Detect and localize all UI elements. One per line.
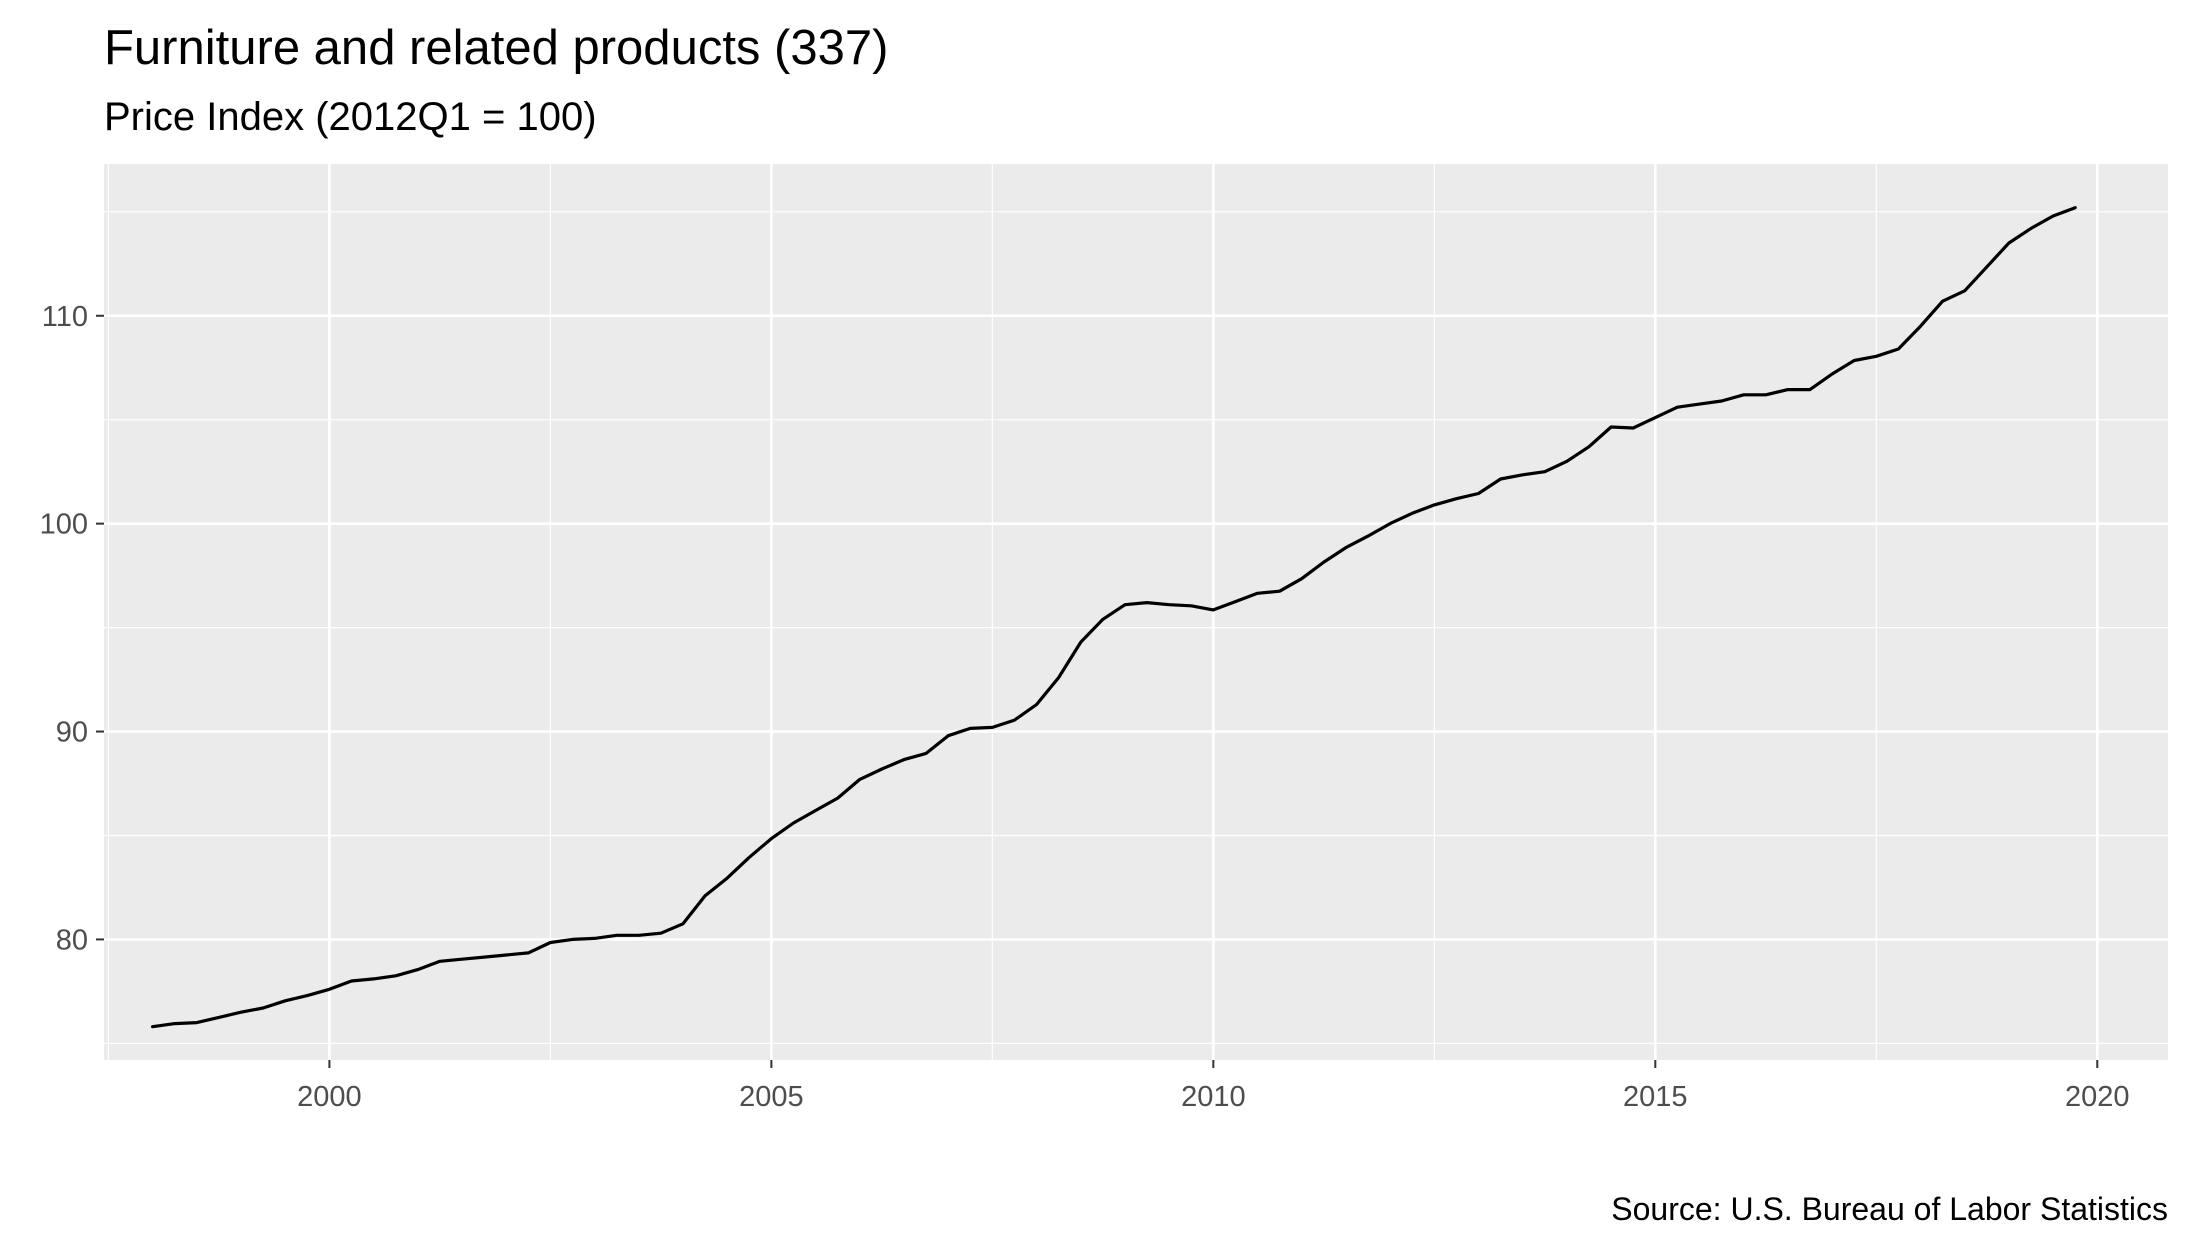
x-tick-label: 2015 xyxy=(1623,1081,1688,1113)
series-layer xyxy=(151,206,2077,1029)
chart-caption: Source: U.S. Bureau of Labor Statistics xyxy=(1611,1191,2168,1227)
x-tick-label: 2020 xyxy=(2065,1081,2130,1113)
major-gridlines xyxy=(104,164,2168,1060)
y-tick-label: 110 xyxy=(42,301,88,333)
y-tick-label: 80 xyxy=(56,924,88,956)
x-tick-label: 2010 xyxy=(1181,1081,1246,1113)
x-tick-label: 2000 xyxy=(297,1081,362,1113)
chart-title: Furniture and related products (337) xyxy=(104,21,888,75)
plot-panel xyxy=(104,164,2168,1060)
x-tick-label: 2005 xyxy=(739,1081,804,1113)
minor-gridlines xyxy=(104,164,2168,1060)
tick-labels: 2000 2005 2010 2015 2020 80 90 100 110 xyxy=(40,301,2130,1113)
y-tick-label: 100 xyxy=(40,509,88,541)
chart-subtitle: Price Index (2012Q1 = 100) xyxy=(104,95,597,139)
y-tick-label: 90 xyxy=(56,717,88,749)
price-index-line xyxy=(151,206,2077,1029)
axis-ticks xyxy=(96,314,2099,1068)
